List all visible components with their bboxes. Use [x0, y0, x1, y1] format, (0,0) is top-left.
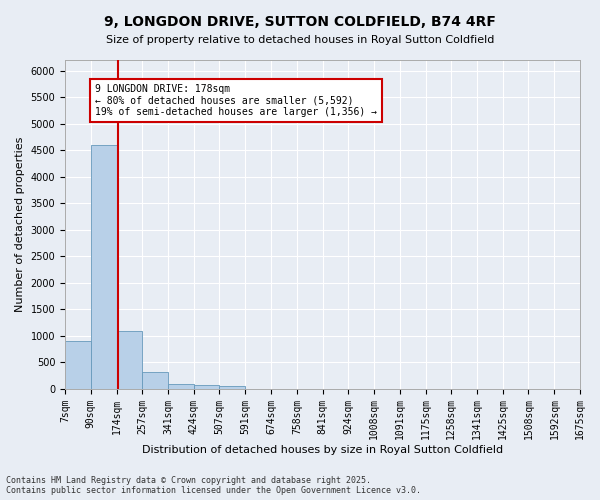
Bar	[220, 386, 245, 388]
Bar	[116, 331, 142, 388]
Bar	[168, 384, 194, 388]
Text: Contains HM Land Registry data © Crown copyright and database right 2025.
Contai: Contains HM Land Registry data © Crown c…	[6, 476, 421, 495]
Y-axis label: Number of detached properties: Number of detached properties	[15, 136, 25, 312]
Bar	[194, 385, 220, 388]
Bar	[142, 372, 168, 388]
X-axis label: Distribution of detached houses by size in Royal Sutton Coldfield: Distribution of detached houses by size …	[142, 445, 503, 455]
Bar	[91, 145, 116, 388]
Text: 9 LONGDON DRIVE: 178sqm
← 80% of detached houses are smaller (5,592)
19% of semi: 9 LONGDON DRIVE: 178sqm ← 80% of detache…	[95, 84, 377, 117]
Text: Size of property relative to detached houses in Royal Sutton Coldfield: Size of property relative to detached ho…	[106, 35, 494, 45]
Text: 9, LONGDON DRIVE, SUTTON COLDFIELD, B74 4RF: 9, LONGDON DRIVE, SUTTON COLDFIELD, B74 …	[104, 15, 496, 29]
Bar	[65, 341, 91, 388]
